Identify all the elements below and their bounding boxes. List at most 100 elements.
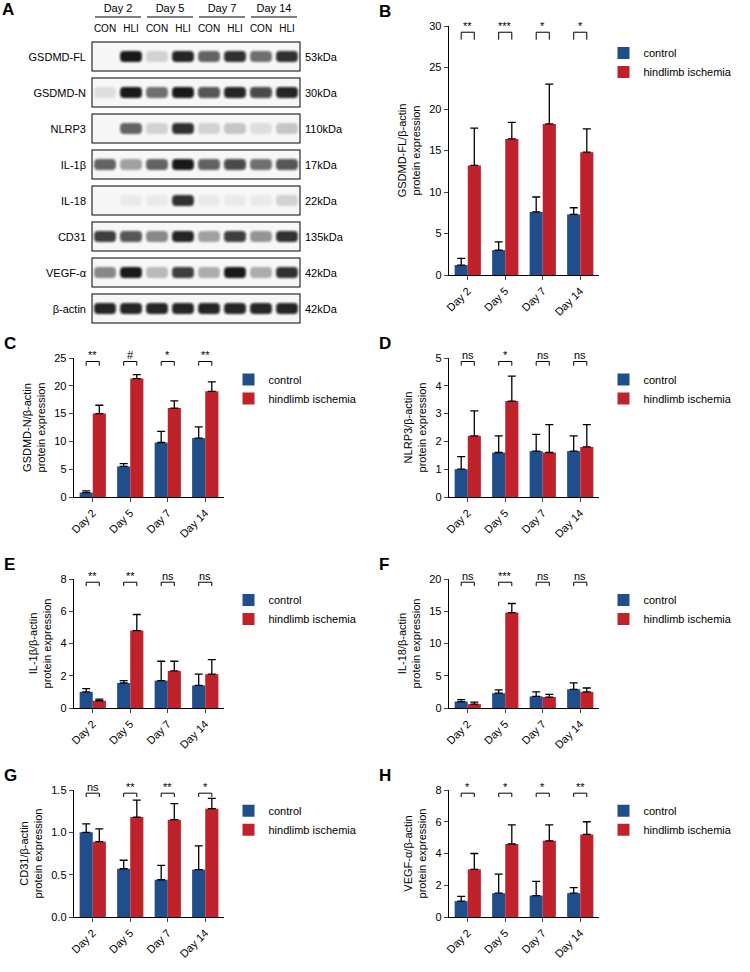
svg-text:15: 15 [54, 407, 66, 419]
svg-text:control: control [269, 594, 302, 606]
svg-text:control: control [644, 374, 677, 386]
svg-text:0: 0 [435, 911, 441, 923]
svg-text:Day 7: Day 7 [144, 718, 173, 747]
svg-text:CD31: CD31 [58, 231, 86, 243]
svg-text:GSDMD-N/β-actinprotein express: GSDMD-N/β-actinprotein expression [21, 383, 47, 473]
svg-text:Day 7: Day 7 [208, 2, 237, 14]
svg-text:Day 14: Day 14 [552, 718, 585, 751]
svg-text:hindlimb ischemia: hindlimb ischemia [644, 613, 732, 625]
svg-text:Day 2: Day 2 [104, 2, 133, 14]
svg-text:5: 5 [60, 463, 66, 475]
svg-text:1: 1 [435, 463, 441, 475]
svg-text:15: 15 [429, 605, 441, 617]
svg-text:42kDa: 42kDa [305, 267, 338, 279]
svg-text:30kDa: 30kDa [305, 87, 338, 99]
svg-text:ns: ns [199, 570, 211, 582]
svg-text:IL-1β/β-actinprotein expressio: IL-1β/β-actinprotein expression [27, 599, 53, 689]
svg-text:30: 30 [429, 20, 441, 32]
svg-text:ns: ns [574, 349, 586, 361]
svg-text:Day 7: Day 7 [144, 507, 173, 536]
svg-text:*: * [540, 20, 545, 32]
svg-text:HLI: HLI [227, 23, 243, 34]
svg-text:Day 14: Day 14 [552, 927, 585, 960]
svg-text:ns: ns [162, 570, 174, 582]
svg-text:4: 4 [60, 637, 66, 649]
svg-text:*: * [540, 781, 545, 793]
svg-text:135kDa: 135kDa [305, 231, 344, 243]
svg-text:GSDMD-FL/β-actinprotein expres: GSDMD-FL/β-actinprotein expression [396, 104, 422, 198]
svg-text:β-actin: β-actin [53, 303, 86, 315]
svg-text:**: ** [126, 570, 135, 582]
svg-text:53kDa: 53kDa [305, 51, 338, 63]
svg-text:17kDa: 17kDa [305, 159, 338, 171]
svg-text:HLI: HLI [123, 23, 139, 34]
svg-text:Day 14: Day 14 [552, 285, 585, 318]
svg-text:0: 0 [435, 269, 441, 281]
svg-text:IL-18/β-actinprotein expressio: IL-18/β-actinprotein expression [396, 599, 422, 689]
svg-text:0: 0 [60, 702, 66, 714]
svg-text:Day 7: Day 7 [144, 927, 173, 956]
svg-text:ns: ns [462, 570, 474, 582]
svg-text:IL-1β: IL-1β [61, 159, 86, 171]
svg-text:Day 2: Day 2 [444, 285, 473, 314]
svg-text:CON: CON [250, 23, 272, 34]
svg-text:VEGF-α: VEGF-α [46, 267, 87, 279]
svg-text:5: 5 [435, 352, 441, 364]
svg-text:**: ** [163, 781, 172, 793]
svg-text:ns: ns [537, 349, 549, 361]
svg-text:0: 0 [435, 491, 441, 503]
svg-text:*: * [203, 781, 208, 793]
svg-text:control: control [644, 47, 677, 59]
svg-text:**: ** [201, 349, 210, 361]
svg-text:2: 2 [60, 670, 66, 682]
svg-text:Day 5: Day 5 [482, 507, 511, 536]
svg-text:10: 10 [429, 186, 441, 198]
svg-text:Day 5: Day 5 [107, 507, 136, 536]
svg-text:5: 5 [435, 670, 441, 682]
svg-text:Day 2: Day 2 [444, 718, 473, 747]
svg-text:Day 2: Day 2 [69, 927, 98, 956]
svg-text:hindlimb ischemia: hindlimb ischemia [644, 824, 732, 836]
svg-text:Day 5: Day 5 [107, 718, 136, 747]
svg-text:Day 2: Day 2 [444, 927, 473, 956]
svg-text:15: 15 [429, 144, 441, 156]
svg-text:**: ** [88, 349, 97, 361]
svg-text:hindlimb ischemia: hindlimb ischemia [644, 393, 732, 405]
svg-text:hindlimb ischemia: hindlimb ischemia [269, 393, 357, 405]
svg-text:1.5: 1.5 [51, 784, 66, 796]
svg-text:control: control [269, 374, 302, 386]
svg-text:Day 2: Day 2 [69, 507, 98, 536]
svg-text:Day 2: Day 2 [69, 718, 98, 747]
svg-text:Day 14: Day 14 [177, 718, 210, 751]
svg-text:8: 8 [435, 784, 441, 796]
svg-text:3: 3 [435, 407, 441, 419]
svg-text:***: *** [498, 570, 512, 582]
svg-text:Day 14: Day 14 [177, 927, 210, 960]
svg-text:Day 5: Day 5 [482, 285, 511, 314]
svg-text:control: control [269, 805, 302, 817]
svg-text:Day 5: Day 5 [482, 718, 511, 747]
svg-text:Day 14: Day 14 [552, 507, 585, 540]
svg-text:*: * [465, 781, 470, 793]
svg-text:Day 5: Day 5 [107, 927, 136, 956]
svg-text:*: * [165, 349, 170, 361]
svg-text:#: # [127, 349, 134, 361]
svg-text:hindlimb ischemia: hindlimb ischemia [269, 613, 357, 625]
svg-text:5: 5 [435, 227, 441, 239]
svg-text:Day 7: Day 7 [519, 507, 548, 536]
svg-text:*: * [503, 781, 508, 793]
svg-text:25: 25 [54, 352, 66, 364]
svg-text:Day 2: Day 2 [444, 507, 473, 536]
svg-text:Day 14: Day 14 [177, 507, 210, 540]
svg-text:Day 5: Day 5 [482, 927, 511, 956]
svg-text:0: 0 [435, 702, 441, 714]
svg-text:0.5: 0.5 [51, 869, 66, 881]
svg-text:**: ** [576, 781, 585, 793]
svg-text:HLI: HLI [175, 23, 191, 34]
svg-text:20: 20 [54, 380, 66, 392]
svg-text:IL-18: IL-18 [61, 195, 86, 207]
svg-text:42kDa: 42kDa [305, 303, 338, 315]
svg-text:GSDMD-FL: GSDMD-FL [29, 51, 86, 63]
svg-text:4: 4 [435, 380, 441, 392]
svg-text:0.0: 0.0 [51, 911, 66, 923]
